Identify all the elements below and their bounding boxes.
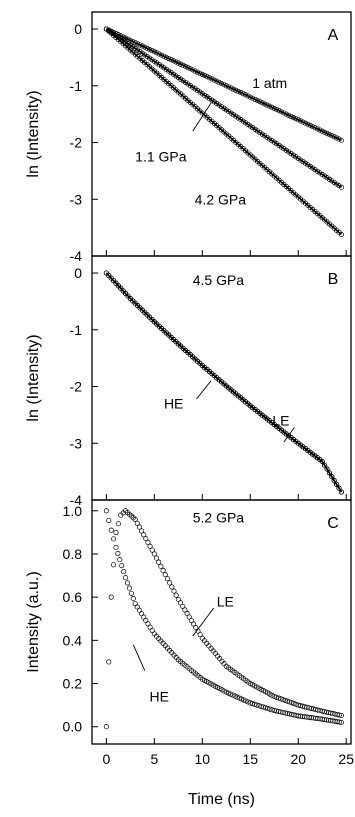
- data-point: [129, 591, 133, 595]
- data-point: [104, 509, 108, 513]
- data-point: [159, 564, 163, 568]
- series-1-1-gpa: [104, 27, 343, 190]
- annotation-label: 4.2 GPa: [195, 191, 247, 207]
- annotation-label: 5.2 GPa: [193, 509, 245, 525]
- y-tick-label: -1: [70, 78, 83, 94]
- data-point: [125, 581, 129, 585]
- data-point: [157, 560, 161, 564]
- x-tick-label: 10: [195, 751, 211, 767]
- plot-frame: [92, 256, 351, 500]
- data-point: [104, 725, 108, 729]
- annotation-label: 4.5 GPa: [193, 272, 245, 288]
- annotation-leader: [193, 608, 214, 636]
- data-point: [116, 522, 120, 526]
- y-tick-label: 0.4: [63, 632, 83, 648]
- data-point: [107, 660, 111, 664]
- y-tick-label: -2: [70, 379, 83, 395]
- plot-frame: [92, 12, 351, 256]
- x-tick-label: 0: [102, 751, 110, 767]
- y-tick-label: 0.8: [63, 546, 83, 562]
- annotation-label: HE: [164, 396, 183, 412]
- data-point: [174, 593, 178, 597]
- x-tick-label: 25: [338, 751, 354, 767]
- annotation-label: 1 atm: [252, 75, 287, 91]
- data-point: [116, 551, 120, 555]
- data-point: [165, 577, 169, 581]
- data-point: [109, 528, 113, 532]
- data-point: [170, 585, 174, 589]
- data-point: [109, 595, 113, 599]
- y-tick-label: 0: [74, 265, 82, 281]
- data-point: [111, 563, 115, 567]
- data-point: [127, 586, 131, 590]
- y-axis-title: Intensity (a.u.): [25, 571, 42, 672]
- y-tick-label: -1: [70, 322, 83, 338]
- y-tick-label: 0.2: [63, 676, 83, 692]
- panel-a: 0 -1 -2 -3 -4 ln (Intensity) A 1 atm 1.1 GPa 4.2 …: [25, 12, 351, 264]
- panel-letter: C: [327, 515, 339, 532]
- data-point: [123, 576, 127, 580]
- series-1-atm: [104, 27, 343, 143]
- annotation-label: 1.1 GPa: [135, 149, 187, 165]
- y-axis-title: ln (Intensity): [25, 334, 42, 421]
- x-axis-title: Time (ns): [188, 791, 255, 808]
- series-he: [104, 509, 343, 725]
- y-tick-label: -3: [70, 435, 83, 451]
- data-point: [131, 596, 135, 600]
- y-axis-title: ln (Intensity): [25, 90, 42, 177]
- y-tick-label: 0.0: [63, 719, 83, 735]
- y-tick-label: 0.6: [63, 589, 83, 605]
- data-point: [154, 556, 158, 560]
- data-point: [163, 572, 167, 576]
- x-tick-label: 15: [242, 751, 258, 767]
- x-tick-label: 20: [290, 751, 306, 767]
- annotation-leader: [197, 381, 211, 399]
- data-point: [111, 537, 115, 541]
- fit-line: [106, 29, 341, 140]
- data-point: [114, 545, 118, 549]
- annotation-label: HE: [150, 688, 169, 704]
- y-tick-label: 0: [74, 21, 82, 37]
- panel-letter: B: [328, 271, 339, 288]
- data-point: [121, 569, 125, 573]
- y-tick-label: -3: [70, 191, 83, 207]
- panel-b: 0-1-2-3-4ln (Intensity)B4.5 GPaHELE: [25, 256, 351, 508]
- y-tick-label: -2: [70, 135, 83, 151]
- panel-c: 0.0 0.2 0.4 0.6 0.8 1.0 0 5 10 15 20 25 Time (ns) Int…: [25, 500, 354, 808]
- series-le: [104, 271, 343, 494]
- data-point: [172, 589, 176, 593]
- y-tick-label: -4: [70, 248, 83, 264]
- series-le: [104, 509, 343, 729]
- data-point: [120, 563, 124, 567]
- data-point: [167, 581, 171, 585]
- annotation-leader: [133, 645, 145, 671]
- data-point: [107, 518, 111, 522]
- annotation-label: LE: [272, 413, 289, 429]
- data-point: [114, 530, 118, 534]
- annotation-label: LE: [217, 593, 234, 609]
- data-point: [118, 557, 122, 561]
- data-point: [161, 568, 165, 572]
- y-tick-label: 1.0: [63, 503, 83, 519]
- panel-letter: A: [328, 27, 339, 44]
- x-tick-label: 5: [150, 751, 158, 767]
- data-point: [152, 552, 156, 556]
